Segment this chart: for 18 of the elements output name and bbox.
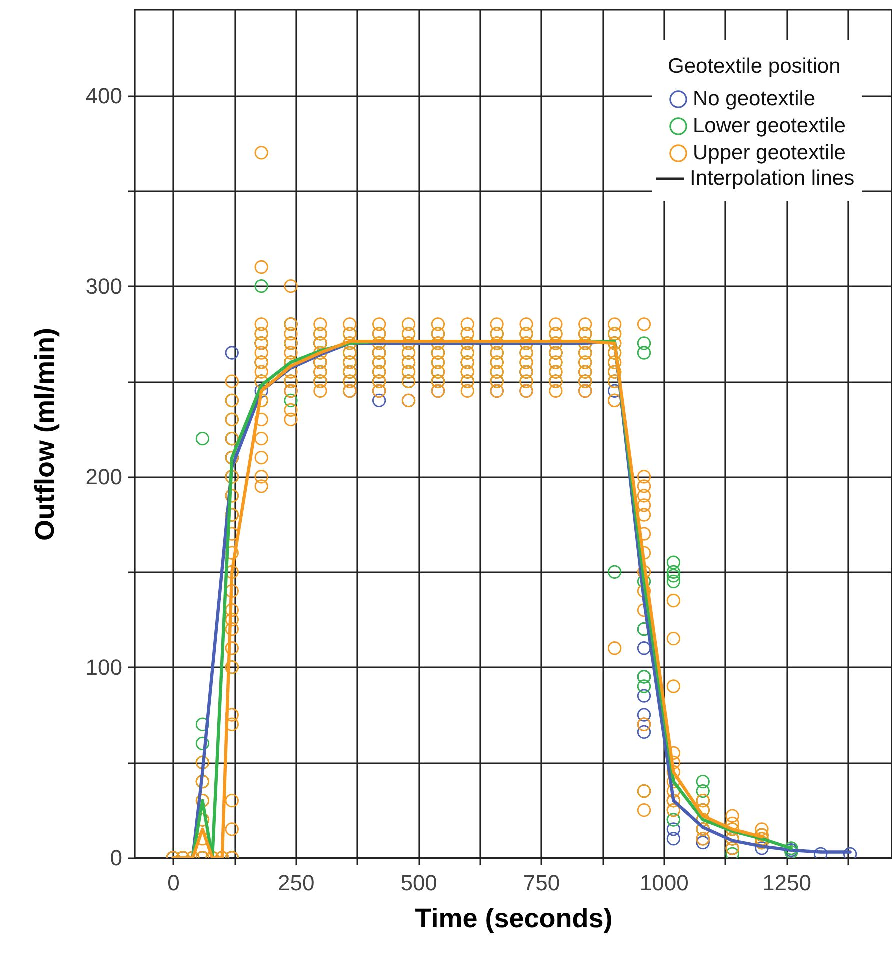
x-axis-title: Time (seconds) [415,904,613,934]
y-tick-label: 100 [86,654,122,680]
y-tick-label: 0 [110,846,122,870]
x-tick-label: 1000 [640,870,689,896]
legend-label: No geotextile [693,88,816,110]
legend-title: Geotextile position [668,55,841,78]
y-tick-label: 300 [86,274,122,299]
y-axis-title: Outflow (ml/min) [30,328,60,541]
x-tick-label: 500 [400,870,438,896]
x-tick-label: 750 [523,870,560,896]
legend-label: Upper geotextile [693,142,846,164]
annotation: Interpolation lines [690,167,855,191]
x-tick-label: 0 [168,870,180,896]
legend-label: Lower geotextile [693,114,846,138]
x-tick-label: 1250 [762,870,812,896]
x-tick-label: 250 [278,870,315,896]
y-tick-label: 200 [86,464,122,490]
y-tick-label: 400 [86,83,122,108]
